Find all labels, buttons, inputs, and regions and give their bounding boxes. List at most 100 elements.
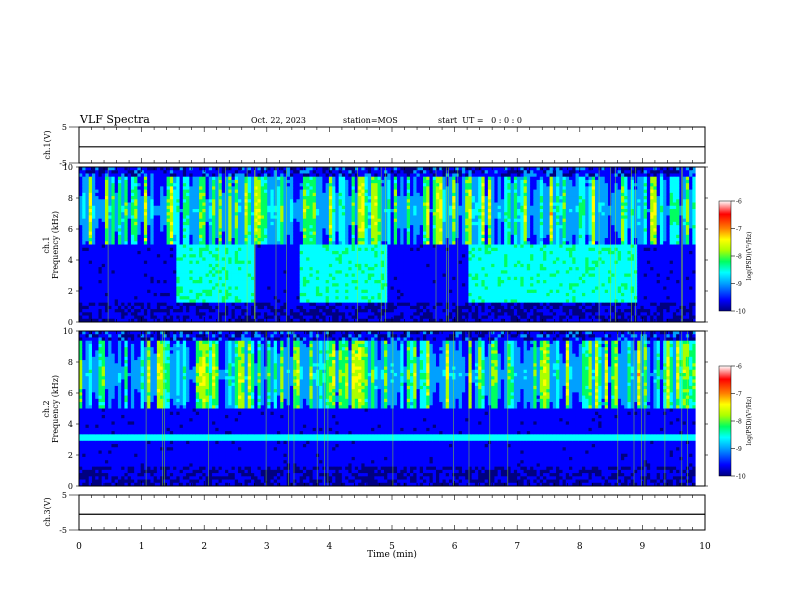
spectrogram-cell xyxy=(293,257,297,262)
spectrogram-cell xyxy=(351,315,356,320)
spectrogram-cell xyxy=(225,218,229,223)
spectrogram-cell xyxy=(147,309,151,313)
spectrogram-cell xyxy=(160,186,164,191)
spectrogram-cell xyxy=(322,250,327,255)
spectrogram-cell xyxy=(104,302,109,307)
spectrogram-cell xyxy=(143,299,148,304)
spectrogram-cell xyxy=(108,225,112,229)
spectrogram-cell xyxy=(169,270,174,274)
spectrogram-cell xyxy=(143,173,148,178)
spectrogram-cell xyxy=(364,270,369,274)
spectrogram-cell xyxy=(322,218,327,223)
spectrogram-cell xyxy=(205,309,210,313)
spectrogram-cell xyxy=(302,254,307,258)
spectrogram-cell xyxy=(247,250,252,255)
spectrogram-cell xyxy=(244,280,249,284)
spectrogram-cell xyxy=(212,280,216,284)
spectrogram-cell xyxy=(221,192,226,197)
spectrogram-cell xyxy=(218,247,223,252)
spectrogram-cell xyxy=(238,312,242,316)
spectrogram-cell xyxy=(121,186,125,191)
spectrogram-cell xyxy=(156,260,161,265)
spectrogram-cell xyxy=(117,257,122,262)
spectrogram-cell xyxy=(108,183,112,187)
spectrogram-cell xyxy=(273,299,278,304)
spectrogram-cell xyxy=(260,238,265,242)
spectrogram-cell xyxy=(348,176,353,181)
spectrogram-cell xyxy=(263,186,268,191)
spectrogram-cell xyxy=(293,286,297,291)
spectrogram-cell xyxy=(82,270,86,274)
spectrogram-cell xyxy=(254,221,258,226)
spectrogram-cell xyxy=(176,305,181,310)
spectrogram-cell xyxy=(147,212,151,216)
spectrogram-cell xyxy=(127,270,132,274)
spectrogram-cell xyxy=(312,250,317,255)
spectrogram-cell xyxy=(276,254,281,258)
spectrogram-cell xyxy=(251,244,255,249)
spectrogram-cell xyxy=(231,221,236,226)
spectrogram-cell xyxy=(143,289,148,294)
spectrogram-cell xyxy=(124,205,129,210)
spectrogram-cell xyxy=(286,263,291,268)
spectrogram-cell xyxy=(147,228,151,232)
spectrogram-cell xyxy=(134,183,138,187)
spectrogram-cell xyxy=(95,309,99,313)
spectrogram-cell xyxy=(257,176,262,181)
spectrogram-cell xyxy=(361,202,365,207)
spectrogram-cell xyxy=(410,250,414,255)
spectrogram-cell xyxy=(302,260,307,265)
spectrogram-cell xyxy=(302,167,307,171)
spectrogram-cell xyxy=(150,231,155,236)
spectrogram-cell xyxy=(127,244,132,249)
spectrogram-cell xyxy=(315,292,320,297)
spectrogram-cell xyxy=(143,238,148,242)
spectrogram-cell xyxy=(202,205,206,210)
spectrogram-cell xyxy=(335,179,340,184)
spectrogram-cell xyxy=(293,247,297,252)
spectrogram-cell xyxy=(390,289,395,294)
spectrogram-cell xyxy=(364,263,369,268)
spectrogram-cell xyxy=(134,199,138,203)
spectrogram-cell xyxy=(79,218,83,223)
spectrogram-cell xyxy=(364,238,369,242)
spectrogram-cell xyxy=(247,221,252,226)
spectrogram-cell xyxy=(380,196,385,200)
spectrogram-cell xyxy=(199,244,203,249)
spectrogram-cell xyxy=(104,250,109,255)
spectrogram-cell xyxy=(358,302,362,307)
spectrogram-cell xyxy=(231,218,236,223)
spectrogram-cell xyxy=(335,196,340,200)
spectrogram-cell xyxy=(241,173,245,178)
spectrogram-cell xyxy=(182,276,187,281)
spectrogram-cell xyxy=(325,189,330,194)
spectrogram-cell xyxy=(140,167,145,171)
spectrogram-cell xyxy=(374,192,378,197)
spectrogram-cell xyxy=(186,296,190,300)
spectrogram-cell xyxy=(319,318,323,323)
spectrogram-cell xyxy=(374,280,378,284)
spectrogram-cell xyxy=(403,192,408,197)
spectrogram-cell xyxy=(218,205,223,210)
spectrogram-cell xyxy=(299,170,304,174)
spectrogram-cell xyxy=(169,192,174,197)
spectrogram-cell xyxy=(335,315,340,320)
spectrogram-cell xyxy=(117,318,122,323)
spectrogram-cell xyxy=(306,286,310,291)
spectrogram-cell xyxy=(270,179,275,184)
spectrogram-cell xyxy=(114,234,119,239)
spectrogram-cell xyxy=(176,167,181,171)
spectrogram-cell xyxy=(332,221,336,226)
spectrogram-cell xyxy=(134,215,138,220)
spectrogram-cell xyxy=(95,167,99,171)
spectrogram-cell xyxy=(189,221,193,226)
spectrogram-cell xyxy=(137,273,142,278)
spectrogram-cell xyxy=(348,238,353,242)
spectrogram-cell xyxy=(95,299,99,304)
spectrogram-cell xyxy=(260,208,265,213)
spectrogram-cell xyxy=(137,221,142,226)
spectrogram-cell xyxy=(400,228,404,232)
spectrogram-cell xyxy=(173,283,177,287)
spectrogram-cell xyxy=(150,280,155,284)
spectrogram-cell xyxy=(199,276,203,281)
